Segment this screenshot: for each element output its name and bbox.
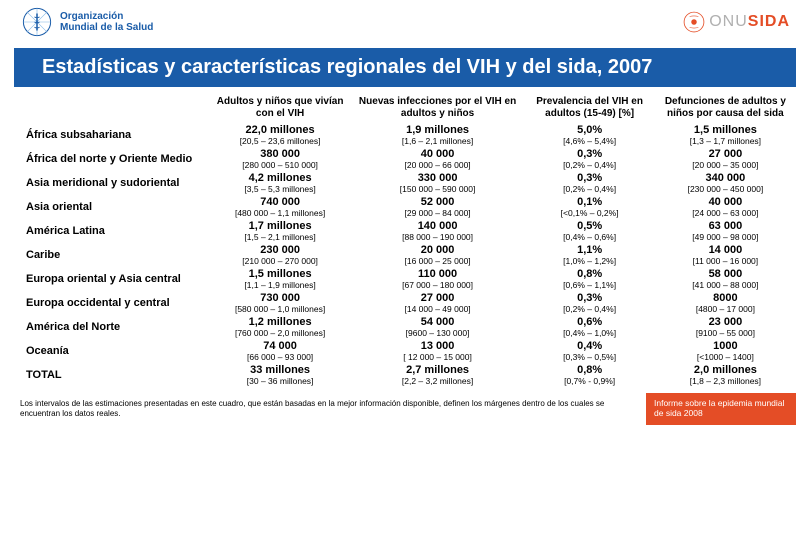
- table-row: Europa oriental y Asia central1,5 millon…: [14, 267, 796, 291]
- data-cell: 27 000[20 000 – 35 000]: [655, 147, 796, 171]
- table-row: América del Norte1,2 millones[760 000 – …: [14, 315, 796, 339]
- data-cell: 52 000[29 000 – 84 000]: [351, 195, 525, 219]
- data-cell: 74 000[66 000 – 93 000]: [210, 339, 351, 363]
- unaids-logo: ONUSIDA: [683, 11, 790, 33]
- region-name: Asia meridional y sudoriental: [14, 171, 210, 195]
- footer: Los intervalos de las estimaciones prese…: [0, 389, 810, 431]
- region-name: Europa occidental y central: [14, 291, 210, 315]
- data-cell: 33 millones[30 – 36 millones]: [210, 363, 351, 387]
- table-row: Asia oriental740 000[480 000 – 1,1 millo…: [14, 195, 796, 219]
- data-cell: 740 000[480 000 – 1,1 millones]: [210, 195, 351, 219]
- table-row: América Latina1,7 millones[1,5 – 2,1 mil…: [14, 219, 796, 243]
- region-name: Asia oriental: [14, 195, 210, 219]
- unaids-text: ONUSIDA: [709, 13, 790, 31]
- stats-table-wrap: Adultos y niños que vivían con el VIH Nu…: [0, 87, 810, 389]
- footnote-text: Los intervalos de las estimaciones prese…: [14, 399, 636, 418]
- data-cell: 0,3%[0,2% – 0,4%]: [524, 291, 654, 315]
- data-cell: 0,8%[0,7% - 0,9%]: [524, 363, 654, 387]
- data-cell: 2,7 millones[2,2 – 3,2 millones]: [351, 363, 525, 387]
- data-cell: 0,3%[0,2% – 0,4%]: [524, 147, 654, 171]
- col-header-3: Prevalencia del VIH en adultos (15-49) […: [524, 95, 654, 123]
- data-cell: 8000[4800 – 17 000]: [655, 291, 796, 315]
- col-header-1: Adultos y niños que vivían con el VIH: [210, 95, 351, 123]
- data-cell: 140 000[88 000 – 190 000]: [351, 219, 525, 243]
- unaids-icon: [683, 11, 705, 33]
- data-cell: 4,2 millones[3,5 – 5,3 millones]: [210, 171, 351, 195]
- data-cell: 20 000[16 000 – 25 000]: [351, 243, 525, 267]
- table-row: Oceanía74 000[66 000 – 93 000]13 000[ 12…: [14, 339, 796, 363]
- table-header-row: Adultos y niños que vivían con el VIH Nu…: [14, 95, 796, 123]
- data-cell: 5,0%[4,6% – 5,4%]: [524, 123, 654, 147]
- who-text-1: Organización: [60, 11, 153, 22]
- data-cell: 0,8%[0,6% – 1,1%]: [524, 267, 654, 291]
- region-name: América del Norte: [14, 315, 210, 339]
- table-row: TOTAL33 millones[30 – 36 millones]2,7 mi…: [14, 363, 796, 387]
- data-cell: 380 000[280 000 – 510 000]: [210, 147, 351, 171]
- table-row: África subsahariana22,0 millones[20,5 – …: [14, 123, 796, 147]
- data-cell: 63 000[49 000 – 98 000]: [655, 219, 796, 243]
- data-cell: 1,1%[1,0% – 1,2%]: [524, 243, 654, 267]
- data-cell: 13 000[ 12 000 – 15 000]: [351, 339, 525, 363]
- col-header-4: Defunciones de adultos y niños por causa…: [655, 95, 796, 123]
- region-name: Oceanía: [14, 339, 210, 363]
- data-cell: 0,1%[<0,1% – 0,2%]: [524, 195, 654, 219]
- table-row: Europa occidental y central730 000[580 0…: [14, 291, 796, 315]
- region-name: África del norte y Oriente Medio: [14, 147, 210, 171]
- data-cell: 2,0 millones[1,8 – 2,3 millones]: [655, 363, 796, 387]
- table-row: Caribe230 000[210 000 – 270 000]20 000[1…: [14, 243, 796, 267]
- report-source-box: Informe sobre la epidemia mundial de sid…: [646, 393, 796, 425]
- who-logo: Organización Mundial de la Salud: [20, 5, 153, 39]
- region-name: TOTAL: [14, 363, 210, 387]
- data-cell: 330 000[150 000 – 590 000]: [351, 171, 525, 195]
- data-cell: 0,3%[0,2% – 0,4%]: [524, 171, 654, 195]
- data-cell: 27 000[14 000 – 49 000]: [351, 291, 525, 315]
- data-cell: 22,0 millones[20,5 – 23,6 millones]: [210, 123, 351, 147]
- data-cell: 1,5 millones[1,1 – 1,9 millones]: [210, 267, 351, 291]
- data-cell: 54 000[9600 – 130 000]: [351, 315, 525, 339]
- stats-table: Adultos y niños que vivían con el VIH Nu…: [14, 95, 796, 387]
- data-cell: 40 000[24 000 – 63 000]: [655, 195, 796, 219]
- data-cell: 340 000[230 000 – 450 000]: [655, 171, 796, 195]
- region-name: África subsahariana: [14, 123, 210, 147]
- region-name: Caribe: [14, 243, 210, 267]
- data-cell: 1000[<1000 – 1400]: [655, 339, 796, 363]
- region-name: América Latina: [14, 219, 210, 243]
- data-cell: 730 000[580 000 – 1,0 millones]: [210, 291, 351, 315]
- data-cell: 0,4%[0,3% – 0,5%]: [524, 339, 654, 363]
- data-cell: 1,5 millones[1,3 – 1,7 millones]: [655, 123, 796, 147]
- data-cell: 110 000[67 000 – 180 000]: [351, 267, 525, 291]
- table-row: Asia meridional y sudoriental4,2 millone…: [14, 171, 796, 195]
- data-cell: 1,2 millones[760 000 – 2,0 millones]: [210, 315, 351, 339]
- region-name: Europa oriental y Asia central: [14, 267, 210, 291]
- data-cell: 0,6%[0,4% – 1,0%]: [524, 315, 654, 339]
- data-cell: 1,7 millones[1,5 – 2,1 millones]: [210, 219, 351, 243]
- who-icon: [20, 5, 54, 39]
- col-header-2: Nuevas infecciones por el VIH en adultos…: [351, 95, 525, 123]
- data-cell: 1,9 millones[1,6 – 2,1 millones]: [351, 123, 525, 147]
- page-title: Estadísticas y características regionale…: [14, 48, 796, 87]
- header-bar: Organización Mundial de la Salud ONUSIDA: [0, 0, 810, 48]
- data-cell: 23 000[9100 – 55 000]: [655, 315, 796, 339]
- who-text-2: Mundial de la Salud: [60, 22, 153, 33]
- data-cell: 58 000[41 000 – 88 000]: [655, 267, 796, 291]
- table-row: África del norte y Oriente Medio380 000[…: [14, 147, 796, 171]
- data-cell: 14 000[11 000 – 16 000]: [655, 243, 796, 267]
- data-cell: 40 000[20 000 – 66 000]: [351, 147, 525, 171]
- data-cell: 0,5%[0,4% – 0,6%]: [524, 219, 654, 243]
- data-cell: 230 000[210 000 – 270 000]: [210, 243, 351, 267]
